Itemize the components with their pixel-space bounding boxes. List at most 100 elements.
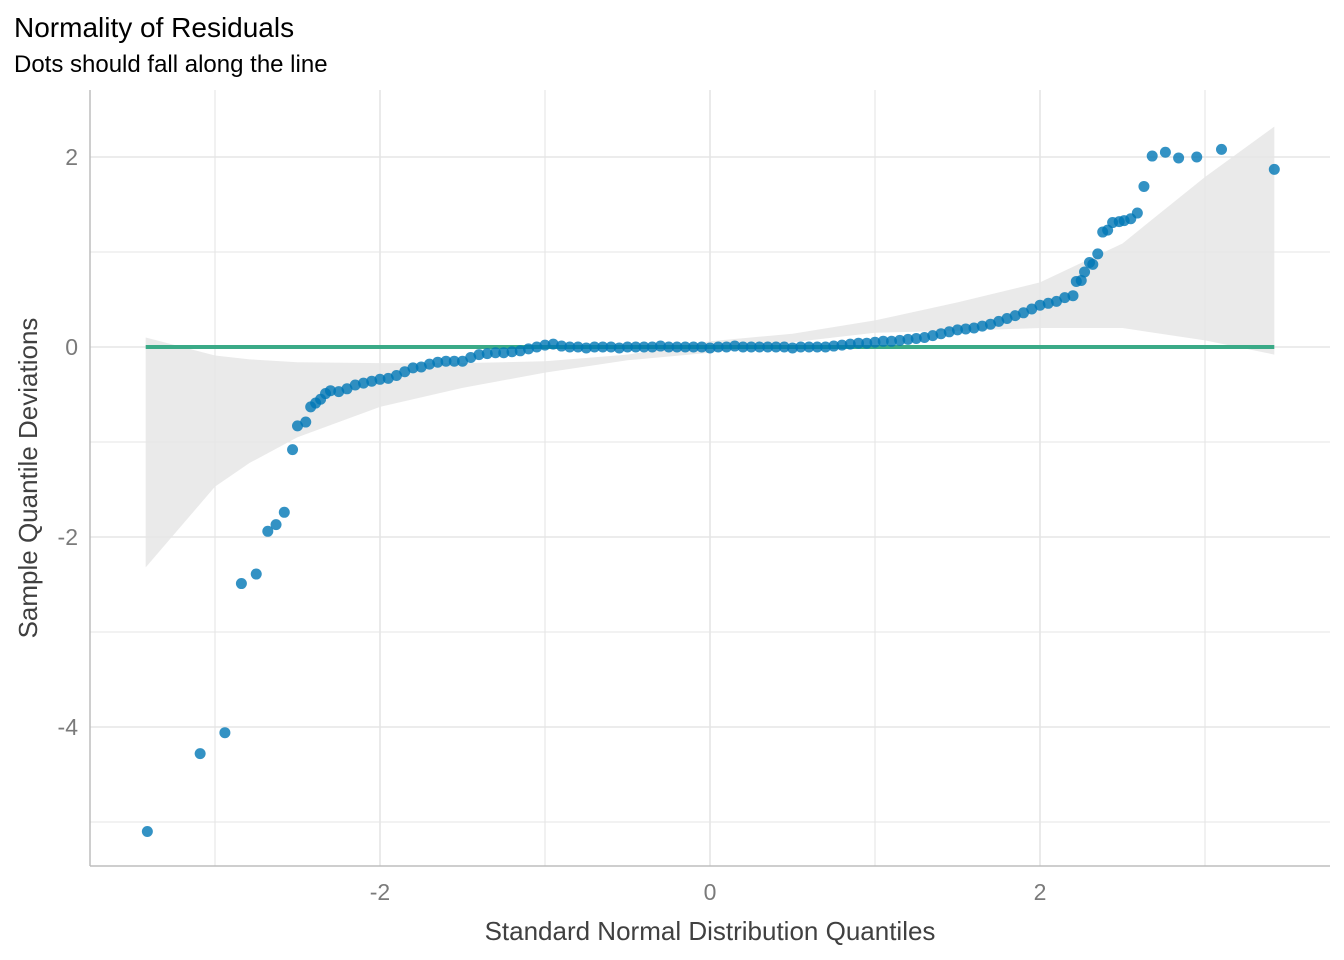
data-point [506, 346, 518, 358]
data-point [754, 341, 765, 353]
data-point [1092, 248, 1104, 260]
data-point [1079, 266, 1091, 278]
data-point [391, 370, 402, 381]
data-point [597, 341, 609, 353]
data-point [572, 341, 584, 353]
y-tick-labels: -4 -2 0 2 [58, 144, 79, 740]
data-point [465, 351, 477, 363]
data-point [341, 383, 353, 395]
data-point [778, 341, 790, 353]
data-point [622, 341, 633, 353]
x-tick-labels: -2 0 2 [370, 879, 1047, 905]
data-point [1051, 295, 1062, 307]
data-point [655, 340, 666, 352]
data-point [910, 332, 922, 344]
data-point [696, 341, 708, 353]
chart-title: Normality of Residuals [14, 12, 294, 43]
data-point [1159, 146, 1171, 158]
data-point [287, 444, 299, 456]
data-point [712, 341, 724, 353]
data-point [1087, 258, 1099, 270]
data-point [646, 341, 658, 353]
data-point [498, 347, 510, 359]
data-point [935, 328, 947, 340]
data-point [564, 341, 576, 353]
data-point [952, 324, 963, 336]
data-point [1173, 152, 1185, 164]
data-point [770, 341, 782, 353]
data-point [589, 341, 600, 353]
data-point [481, 348, 493, 360]
data-point [374, 373, 386, 385]
data-point [861, 337, 873, 349]
data-point [671, 341, 683, 353]
data-point [424, 358, 435, 370]
data-point [1034, 299, 1046, 311]
data-point [704, 342, 716, 354]
y-axis-title: Sample Quantile Deviations [13, 318, 43, 639]
data-point [262, 525, 274, 537]
data-point [1131, 207, 1143, 219]
data-point [968, 322, 980, 334]
data-point [1138, 180, 1150, 192]
data-point [1059, 292, 1071, 304]
data-point [523, 343, 534, 355]
data-point [440, 355, 452, 367]
x-tick-label: -2 [370, 879, 390, 905]
data-point [278, 506, 290, 518]
data-point [877, 335, 889, 347]
data-point [803, 341, 815, 353]
data-point [1026, 303, 1038, 315]
data-point [679, 341, 691, 353]
data-point [894, 334, 906, 346]
data-point [382, 372, 394, 384]
data-point [613, 342, 625, 354]
data-point [729, 340, 741, 352]
data-point [235, 578, 247, 590]
data-point [292, 420, 303, 432]
data-point [448, 355, 460, 367]
data-point [349, 379, 361, 391]
data-point [399, 366, 411, 378]
data-point [853, 337, 864, 349]
data-point [300, 416, 312, 428]
data-point [844, 338, 856, 350]
data-point [943, 326, 955, 338]
data-point [985, 318, 996, 330]
data-point [1191, 151, 1203, 163]
data-point [457, 355, 468, 367]
data-point [811, 341, 823, 353]
chart-subtitle: Dots should fall along the line [14, 51, 328, 78]
data-point [902, 333, 914, 345]
data-point [194, 748, 206, 760]
data-point [580, 342, 592, 354]
data-point [993, 315, 1005, 327]
data-point [1075, 275, 1087, 286]
data-point [1009, 310, 1021, 322]
data-point [539, 339, 551, 351]
grid-lines [90, 90, 1330, 866]
data-point [762, 341, 774, 353]
data-point [366, 375, 378, 387]
data-point [787, 342, 798, 354]
x-axis-title: Standard Normal Distribution Quantiles [485, 916, 936, 946]
data-point [919, 332, 930, 343]
data-point [250, 568, 262, 580]
data-point [407, 362, 419, 374]
data-point [869, 336, 881, 348]
data-point [745, 341, 757, 353]
data-point [325, 385, 336, 397]
data-point [1216, 143, 1227, 155]
data-point [828, 340, 840, 352]
data-point [473, 349, 485, 361]
data-point [1018, 307, 1029, 319]
data-point [795, 341, 807, 353]
data-point [638, 341, 650, 353]
data-point [688, 341, 699, 353]
data-point [514, 345, 526, 357]
y-tick-label: 0 [65, 334, 78, 360]
data-point [836, 339, 848, 351]
data-points [141, 143, 1280, 837]
data-point [556, 340, 567, 352]
